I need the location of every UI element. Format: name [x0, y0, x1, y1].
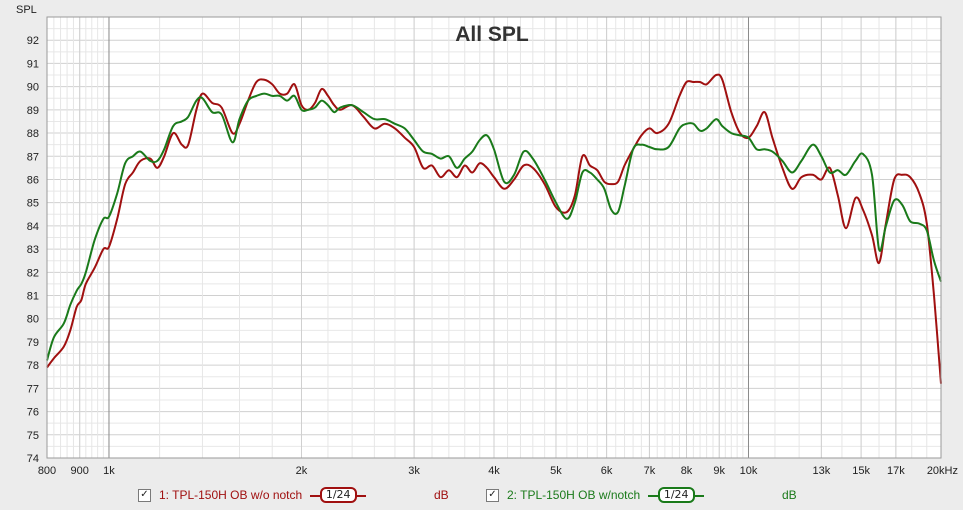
x-tick-label: 8k [681, 465, 693, 477]
legend-2-smoothing-value: 1/24 [657, 487, 695, 503]
x-tick-label: 2k [296, 465, 308, 477]
x-tick-label: 3k [408, 465, 420, 477]
legend-1-checkbox[interactable]: ✓ [138, 488, 151, 502]
y-axis-label: SPL [16, 4, 37, 16]
legend-1-smoothing-value: 1/24 [319, 487, 357, 503]
x-tick-label: 900 [71, 465, 89, 477]
y-tick-label: 85 [27, 198, 39, 210]
plot-border [46, 16, 942, 459]
x-tick-label: 7k [644, 465, 656, 477]
chart-title: All SPL [455, 23, 529, 46]
x-tick-label: 5k [550, 465, 562, 477]
y-tick-label: 81 [27, 291, 39, 303]
legend-1-label: 1: TPL-150H OB w/o notch [159, 488, 303, 502]
y-tick-label: 86 [27, 174, 39, 186]
series-line-1 [46, 73, 942, 384]
x-tick-label: 13k [812, 465, 830, 477]
x-tick-label: 15k [852, 465, 870, 477]
x-tick-label: 17k [887, 465, 905, 477]
grid [46, 16, 942, 459]
spl-chart: 74 75 76 77 78 79 80 81 82 83 84 85 86 87 88 89 90 91 92 8… [16, 4, 958, 477]
y-tick-label: 79 [27, 337, 39, 349]
y-tick-label: 78 [27, 360, 39, 372]
y-tick-label: 88 [27, 128, 39, 140]
x-tick-label: 1k [103, 465, 115, 477]
legend-item-2[interactable]: ✓ 2: TPL-150H OB w/notch 1/24 [486, 486, 705, 504]
y-tick-label: 84 [27, 221, 39, 233]
y-axis-ticks: 74 75 76 77 78 79 80 81 82 83 84 85 86 87 88 89 90 91 92 [27, 35, 39, 465]
y-tick-label: 75 [27, 430, 39, 442]
y-tick-label: 74 [27, 453, 39, 465]
y-tick-label: 77 [27, 383, 39, 395]
x-tick-label: 800 [38, 465, 56, 477]
y-tick-label: 76 [27, 407, 39, 419]
x-axis-ticks: 800 900 1k 2k 3k 4k 5k 6k 7k 8k 9k 10k 13k 15k 17k 20kH… [38, 465, 958, 477]
x-tick-label: 4k [488, 465, 500, 477]
legend-2-checkbox[interactable]: ✓ [486, 488, 499, 502]
legend-2-smoothing-button[interactable]: 1/24 [648, 487, 705, 503]
y-tick-label: 80 [27, 314, 39, 326]
x-tick-label: 20kHz [927, 465, 958, 477]
y-tick-label: 89 [27, 105, 39, 117]
series-line-2 [46, 92, 942, 361]
y-tick-label: 87 [27, 151, 39, 163]
y-tick-label: 83 [27, 244, 39, 256]
x-tick-label: 9k [713, 465, 725, 477]
x-tick-label: 6k [601, 465, 613, 477]
x-tick-label: 10k [740, 465, 758, 477]
legend-2-unit: dB [782, 488, 797, 502]
legend-item-1[interactable]: ✓ 1: TPL-150H OB w/o notch 1/24 [138, 486, 367, 504]
series-group [46, 73, 942, 384]
legend-1-smoothing-button[interactable]: 1/24 [310, 487, 367, 503]
y-tick-label: 90 [27, 82, 39, 94]
legend-1-unit: dB [434, 488, 449, 502]
y-tick-label: 92 [27, 35, 39, 47]
legend-2-label: 2: TPL-150H OB w/notch [507, 488, 641, 502]
y-tick-label: 91 [27, 58, 39, 70]
y-tick-label: 82 [27, 267, 39, 279]
